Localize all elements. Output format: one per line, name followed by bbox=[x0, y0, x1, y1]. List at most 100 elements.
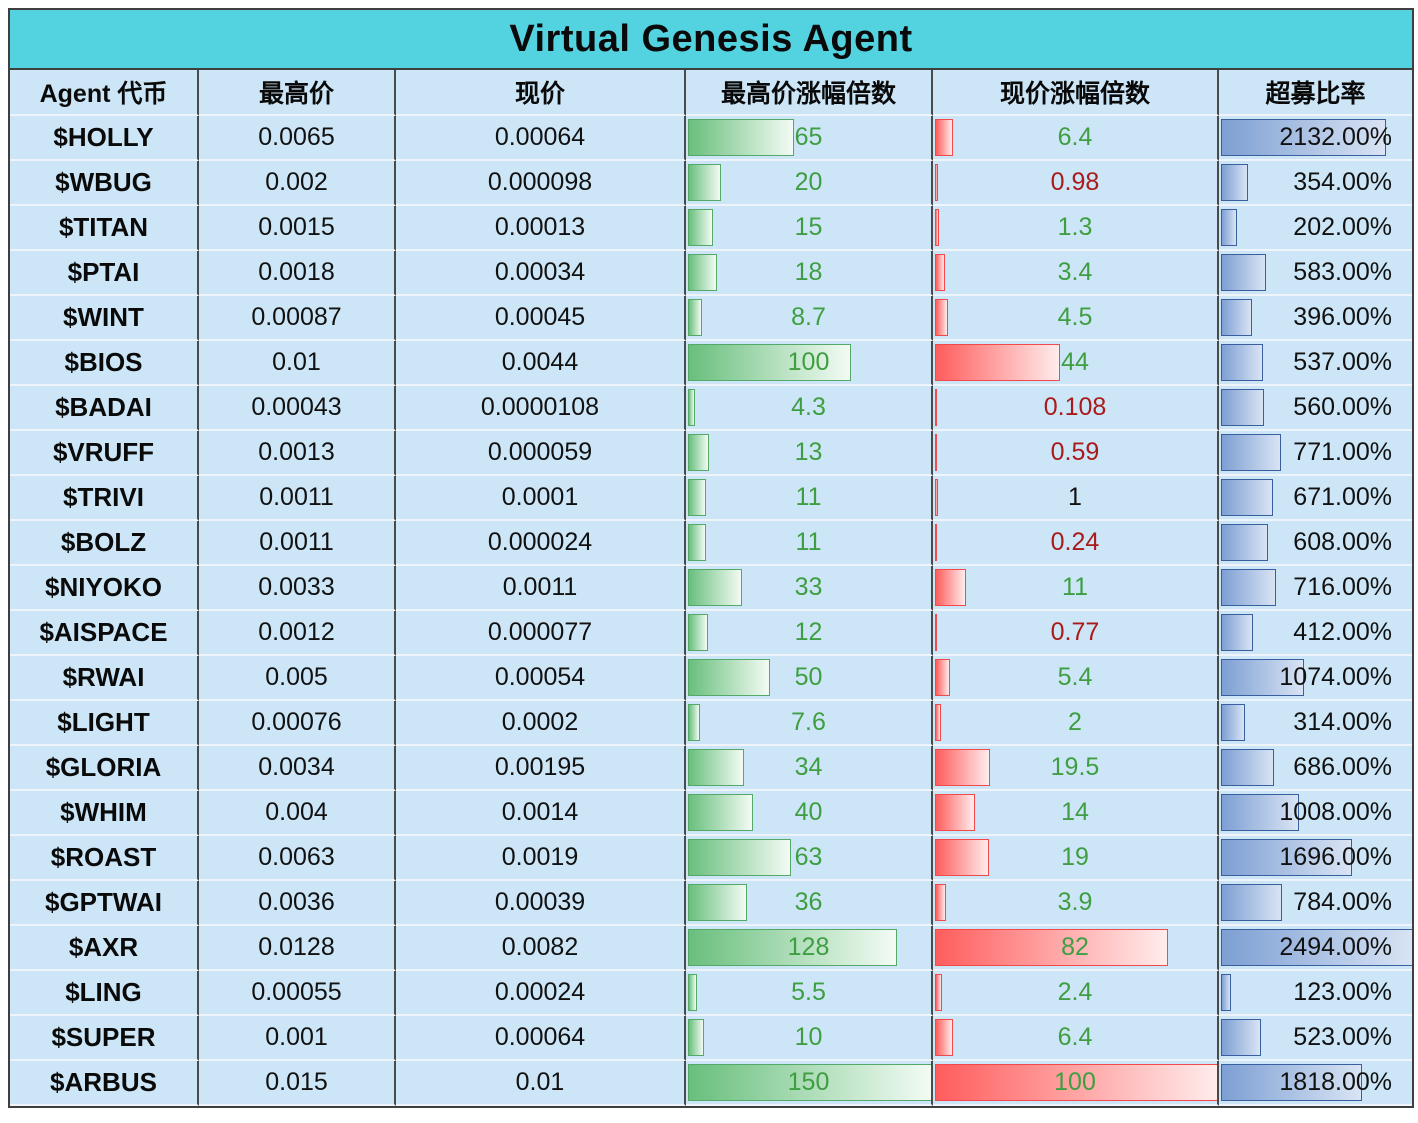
high-price-cell: 0.01 bbox=[199, 341, 396, 386]
high-multiple-cell: 15 bbox=[686, 206, 933, 251]
table-row: $TRIVI 0.0011 0.0001 11 1 671.00% bbox=[10, 476, 1412, 521]
high-multiple-bar bbox=[688, 1019, 705, 1056]
token-cell: $BOLZ bbox=[10, 521, 199, 566]
high-price-value: 0.0011 bbox=[259, 483, 334, 511]
current-price-cell: 0.00045 bbox=[396, 296, 686, 341]
token-label: $LING bbox=[65, 977, 142, 1007]
current-multiple-bar bbox=[935, 164, 938, 201]
current-price-cell: 0.000098 bbox=[396, 161, 686, 206]
high-price-value: 0.004 bbox=[265, 798, 328, 826]
token-cell: $BADAI bbox=[10, 386, 199, 431]
high-price-cell: 0.0018 bbox=[199, 251, 396, 296]
high-multiple-value: 50 bbox=[794, 663, 823, 691]
token-label: $HOLLY bbox=[53, 122, 154, 152]
high-price-cell: 0.0034 bbox=[199, 746, 396, 791]
high-price-value: 0.0013 bbox=[258, 438, 335, 466]
token-label: $LIGHT bbox=[57, 707, 150, 737]
high-multiple-cell: 11 bbox=[686, 476, 933, 521]
current-price-value: 0.0000108 bbox=[480, 393, 600, 421]
current-multiple-value: 1.3 bbox=[1057, 213, 1093, 241]
current-price-value: 0.00039 bbox=[494, 888, 586, 916]
table-row: $SUPER 0.001 0.00064 10 6.4 523.00% bbox=[10, 1016, 1412, 1061]
ratio-value: 412.00% bbox=[1293, 618, 1392, 646]
token-cell: $RWAI bbox=[10, 656, 199, 701]
current-multiple-cell: 0.98 bbox=[933, 161, 1219, 206]
current-price-cell: 0.00195 bbox=[396, 746, 686, 791]
high-price-value: 0.0011 bbox=[259, 528, 334, 556]
current-price-cell: 0.0014 bbox=[396, 791, 686, 836]
high-multiple-cell: 100 bbox=[686, 341, 933, 386]
current-multiple-value: 0.98 bbox=[1050, 168, 1100, 196]
token-cell: $TRIVI bbox=[10, 476, 199, 521]
ratio-bar bbox=[1221, 614, 1253, 651]
high-multiple-bar bbox=[688, 479, 706, 516]
high-price-value: 0.00055 bbox=[251, 978, 342, 1006]
high-multiple-value: 13 bbox=[794, 438, 823, 466]
high-multiple-value: 7.6 bbox=[791, 708, 826, 736]
current-multiple-cell: 2 bbox=[933, 701, 1219, 746]
ratio-cell: 560.00% bbox=[1219, 386, 1412, 431]
current-multiple-bar bbox=[935, 929, 1168, 966]
ratio-cell: 608.00% bbox=[1219, 521, 1412, 566]
ratio-cell: 2132.00% bbox=[1219, 116, 1412, 161]
ratio-cell: 202.00% bbox=[1219, 206, 1412, 251]
ratio-cell: 771.00% bbox=[1219, 431, 1412, 476]
current-price-value: 0.01 bbox=[515, 1068, 565, 1096]
table-row: $BOLZ 0.0011 0.000024 11 0.24 608.00% bbox=[10, 521, 1412, 566]
high-price-cell: 0.0013 bbox=[199, 431, 396, 476]
high-multiple-value: 33 bbox=[794, 573, 823, 601]
current-multiple-value: 2 bbox=[1068, 708, 1082, 736]
current-multiple-value: 0.108 bbox=[1043, 393, 1107, 421]
token-cell: $AXR bbox=[10, 926, 199, 971]
high-multiple-bar bbox=[688, 929, 898, 966]
high-price-cell: 0.005 bbox=[199, 656, 396, 701]
high-price-value: 0.00076 bbox=[251, 708, 342, 736]
current-price-cell: 0.0044 bbox=[396, 341, 686, 386]
high-multiple-cell: 34 bbox=[686, 746, 933, 791]
current-multiple-cell: 0.108 bbox=[933, 386, 1219, 431]
ratio-cell: 1818.00% bbox=[1219, 1061, 1412, 1106]
token-cell: $GLORIA bbox=[10, 746, 199, 791]
high-price-cell: 0.015 bbox=[199, 1061, 396, 1106]
ratio-bar bbox=[1221, 1019, 1262, 1056]
token-label: $PTAI bbox=[67, 257, 140, 287]
high-multiple-cell: 10 bbox=[686, 1016, 933, 1061]
token-cell: $GPTWAI bbox=[10, 881, 199, 926]
high-price-value: 0.001 bbox=[265, 1023, 328, 1051]
current-price-cell: 0.000059 bbox=[396, 431, 686, 476]
ratio-value: 560.00% bbox=[1293, 393, 1392, 421]
current-multiple-cell: 0.77 bbox=[933, 611, 1219, 656]
current-price-value: 0.0044 bbox=[501, 348, 579, 376]
ratio-bar bbox=[1221, 344, 1263, 381]
ratio-value: 523.00% bbox=[1293, 1023, 1392, 1051]
token-cell: $AISPACE bbox=[10, 611, 199, 656]
table-row: $HOLLY 0.0065 0.00064 65 6.4 2132.00% bbox=[10, 116, 1412, 161]
current-multiple-bar bbox=[935, 614, 938, 651]
high-price-cell: 0.00076 bbox=[199, 701, 396, 746]
token-label: $WHIM bbox=[60, 797, 147, 827]
current-price-value: 0.00054 bbox=[494, 663, 586, 691]
table-row: $PTAI 0.0018 0.00034 18 3.4 583.00% bbox=[10, 251, 1412, 296]
high-price-cell: 0.0011 bbox=[199, 476, 396, 521]
high-multiple-bar bbox=[688, 974, 697, 1011]
high-price-cell: 0.00087 bbox=[199, 296, 396, 341]
ratio-value: 537.00% bbox=[1293, 348, 1392, 376]
high-multiple-value: 128 bbox=[787, 933, 830, 961]
current-price-cell: 0.00034 bbox=[396, 251, 686, 296]
current-price-value: 0.00064 bbox=[494, 123, 586, 151]
token-cell: $PTAI bbox=[10, 251, 199, 296]
table-row: $RWAI 0.005 0.00054 50 5.4 1074.00% bbox=[10, 656, 1412, 701]
ratio-bar bbox=[1221, 794, 1299, 831]
high-multiple-cell: 36 bbox=[686, 881, 933, 926]
high-multiple-cell: 8.7 bbox=[686, 296, 933, 341]
high-price-cell: 0.0015 bbox=[199, 206, 396, 251]
ratio-value: 2494.00% bbox=[1279, 933, 1392, 961]
high-multiple-value: 10 bbox=[794, 1023, 823, 1051]
current-multiple-value: 19 bbox=[1061, 843, 1089, 871]
current-multiple-bar bbox=[935, 299, 948, 336]
token-cell: $ARBUS bbox=[10, 1061, 199, 1106]
ratio-value: 1818.00% bbox=[1279, 1068, 1392, 1096]
high-multiple-value: 65 bbox=[794, 123, 823, 151]
high-price-cell: 0.0128 bbox=[199, 926, 396, 971]
ratio-bar bbox=[1221, 974, 1231, 1011]
